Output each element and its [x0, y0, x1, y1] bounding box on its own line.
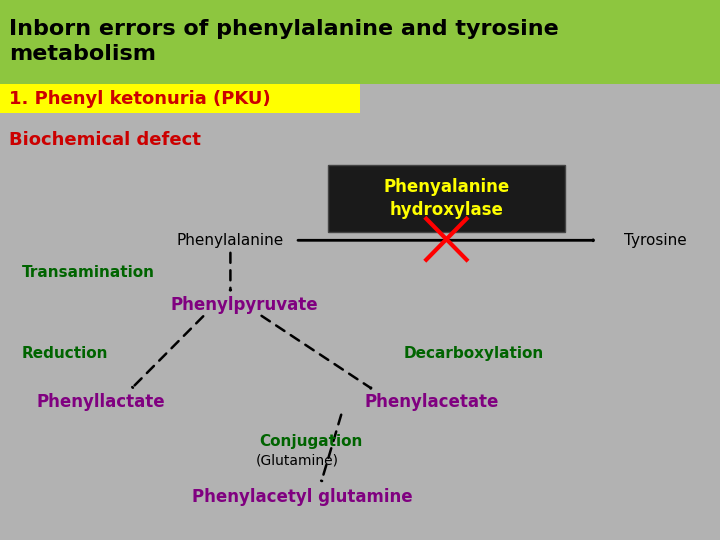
Text: Phenylalanine: Phenylalanine	[177, 233, 284, 248]
Text: Inborn errors of phenylalanine and tyrosine
metabolism: Inborn errors of phenylalanine and tyros…	[9, 19, 559, 64]
FancyBboxPatch shape	[328, 165, 565, 232]
Text: Phenyllactate: Phenyllactate	[37, 393, 165, 411]
Text: Transamination: Transamination	[22, 265, 155, 280]
Text: (Glutamine): (Glutamine)	[256, 453, 338, 467]
Text: Phenylacetate: Phenylacetate	[365, 393, 499, 411]
Text: Phenylacetyl glutamine: Phenylacetyl glutamine	[192, 488, 413, 506]
Text: Biochemical defect: Biochemical defect	[9, 131, 200, 150]
Text: Tyrosine: Tyrosine	[624, 233, 687, 248]
Text: Phenyalanine
hydroxylase: Phenyalanine hydroxylase	[383, 178, 510, 219]
Text: Conjugation: Conjugation	[259, 434, 363, 449]
FancyBboxPatch shape	[0, 84, 360, 113]
Text: 1. Phenyl ketonuria (PKU): 1. Phenyl ketonuria (PKU)	[9, 90, 270, 107]
FancyBboxPatch shape	[0, 0, 720, 84]
Text: Decarboxylation: Decarboxylation	[403, 346, 544, 361]
Text: Reduction: Reduction	[22, 346, 108, 361]
Text: Phenylpyruvate: Phenylpyruvate	[171, 296, 319, 314]
